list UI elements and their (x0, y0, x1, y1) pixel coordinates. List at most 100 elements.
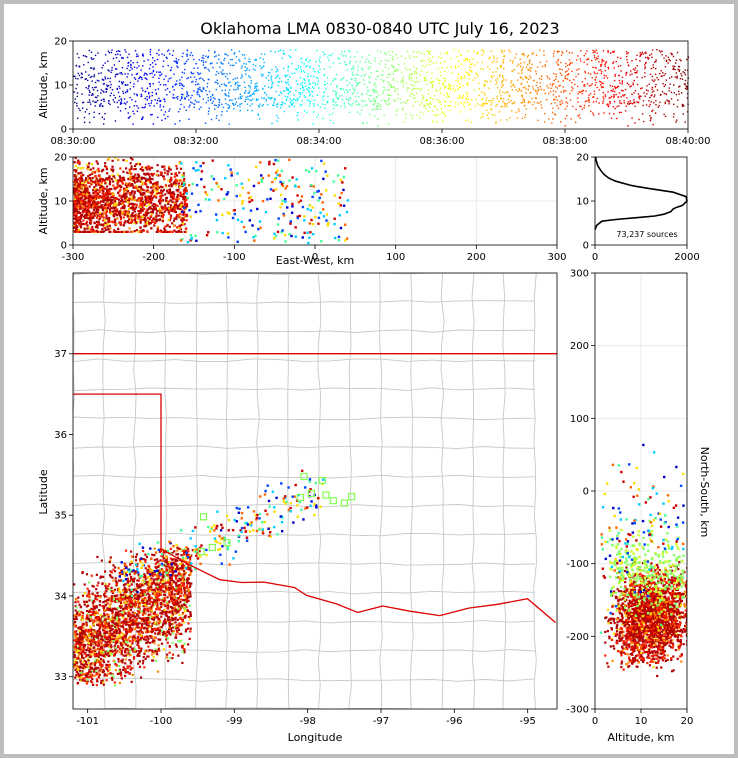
map-source-point (172, 632, 175, 635)
time-altitude-point (394, 90, 397, 92)
county-line (379, 273, 383, 709)
ew-altitude-point (125, 210, 128, 213)
ew-altitude-point (171, 208, 174, 212)
time-altitude-point (535, 84, 538, 87)
ew-altitude-point (141, 181, 144, 184)
time-altitude-point (306, 88, 309, 91)
time-altitude-point (289, 90, 291, 93)
ew-altitude-point (126, 183, 130, 186)
time-altitude-point (129, 115, 131, 118)
ew-altitude-point (122, 216, 125, 219)
ew-altitude-point (91, 205, 95, 208)
time-altitude-point (167, 64, 169, 67)
ew-altitude-point (111, 173, 114, 177)
time-altitude-point (412, 66, 415, 68)
time-altitude-point (210, 95, 212, 98)
time-altitude-point (645, 89, 648, 91)
time-altitude-point (94, 86, 96, 89)
ew-altitude-point (138, 163, 142, 166)
time-altitude-point (520, 62, 522, 64)
source-count-annotation: 73,237 sources (616, 230, 677, 239)
ew-altitude-point (84, 206, 87, 209)
time-altitude-point (372, 104, 375, 106)
time-altitude-point (224, 53, 226, 55)
time-altitude-point (291, 72, 293, 75)
time-altitude-point (444, 77, 447, 80)
ew-altitude-point (147, 211, 150, 214)
time-altitude-point (524, 116, 526, 118)
time-altitude-point (175, 60, 178, 62)
ew-altitude-point (164, 204, 167, 207)
time-altitude-point (196, 83, 199, 85)
time-altitude-point (202, 98, 205, 100)
time-altitude-point (610, 89, 612, 92)
time-altitude-point (678, 70, 680, 73)
time-altitude-point (651, 86, 654, 89)
time-altitude-point (130, 63, 132, 66)
time-altitude-point (270, 97, 273, 99)
time-altitude-point (246, 103, 249, 105)
time-altitude-point (156, 102, 158, 104)
time-altitude-point (276, 106, 278, 108)
time-altitude-point (96, 79, 99, 82)
time-altitude-point (546, 85, 548, 87)
ew-altitude-point (74, 223, 77, 226)
ew-altitude-point (139, 167, 142, 171)
time-altitude-point (184, 97, 186, 99)
time-altitude-point (148, 97, 151, 99)
ew-altitude-point (73, 161, 76, 164)
map-source-point (159, 581, 162, 585)
time-altitude-point (463, 60, 465, 62)
ew-altitude-point (111, 201, 114, 204)
ew-altitude-point (83, 207, 86, 211)
time-altitude-point (373, 97, 376, 99)
map-source-point (159, 626, 162, 629)
ew-altitude-point (175, 198, 178, 201)
time-altitude-point (302, 87, 304, 89)
time-altitude-point (651, 94, 653, 96)
time-altitude-point (607, 50, 609, 52)
ew-altitude-point (89, 168, 92, 171)
ew-altitude-point (133, 203, 136, 206)
ew-altitude-point (339, 204, 343, 207)
time-altitude-point (663, 74, 665, 77)
time-altitude-point (480, 91, 483, 93)
time-altitude-point (571, 89, 573, 92)
time-altitude-point (144, 106, 146, 108)
time-altitude-point (133, 77, 136, 79)
time-altitude-point (408, 55, 410, 57)
ew-altitude-point (89, 228, 92, 231)
time-altitude-point (594, 72, 596, 75)
time-altitude-point (99, 105, 101, 107)
time-altitude-point (275, 71, 277, 73)
ew-altitude-point (76, 185, 79, 189)
ew-altitude-point (113, 209, 116, 212)
time-altitude-point (454, 67, 457, 69)
ew-altitude-point (318, 196, 321, 200)
time-altitude-point (504, 104, 506, 106)
ew-altitude-point (235, 184, 238, 187)
ew-altitude-point (105, 168, 108, 171)
time-altitude-point (674, 65, 676, 68)
ew-altitude-point (100, 181, 103, 184)
time-altitude-point (613, 67, 615, 69)
time-altitude-point (672, 84, 675, 86)
time-altitude-point (297, 97, 299, 100)
time-altitude-point (567, 73, 569, 76)
time-altitude-point (249, 94, 251, 97)
time-altitude-point (578, 68, 580, 70)
time-altitude-point (621, 80, 624, 82)
map-source-point (130, 680, 133, 683)
time-altitude-point (213, 52, 216, 54)
time-altitude-point (496, 81, 498, 83)
time-altitude-point (124, 107, 127, 110)
ew-altitude-point (169, 204, 173, 207)
ew-altitude-point (176, 195, 179, 198)
time-altitude-point (481, 103, 484, 105)
time-altitude-point (580, 105, 582, 108)
ew-altitude-point (156, 189, 159, 192)
time-altitude-point (679, 77, 682, 80)
ew-altitude-point (150, 213, 153, 216)
time-altitude-point (564, 117, 566, 120)
ew-altitude-point (80, 177, 83, 181)
